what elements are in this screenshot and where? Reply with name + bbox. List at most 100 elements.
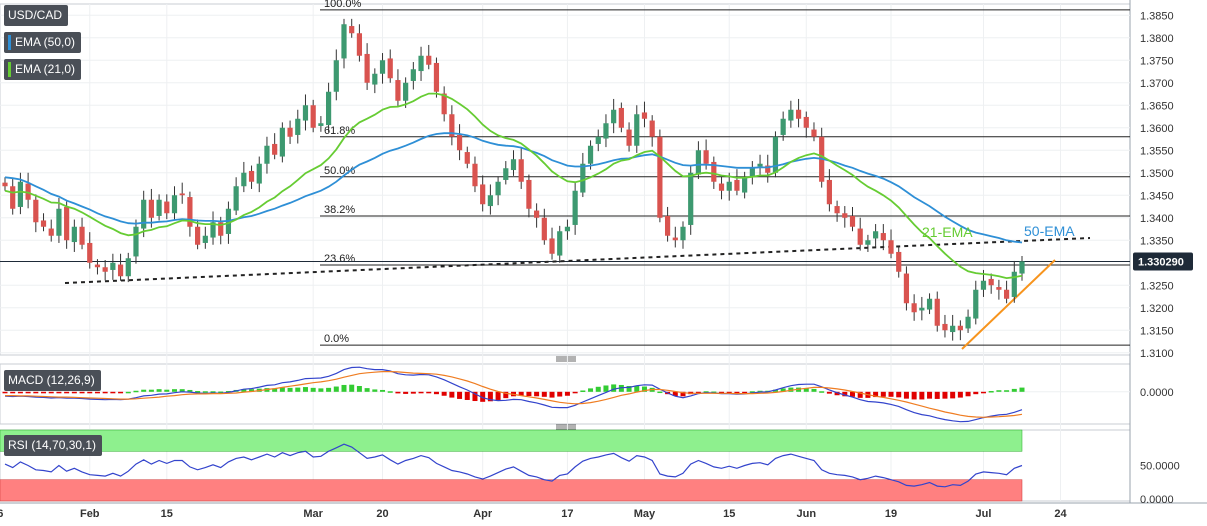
macd-hist-neg bbox=[102, 391, 108, 394]
macd-hist-neg bbox=[10, 391, 16, 394]
macd-hist-pos bbox=[1004, 390, 1010, 392]
macd-hist-neg bbox=[426, 391, 432, 394]
macd-hist-neg bbox=[33, 391, 39, 394]
candle-up bbox=[495, 181, 501, 196]
macd-hist-neg bbox=[2, 391, 8, 394]
candle-up bbox=[757, 163, 763, 167]
x-tick-label: Jul bbox=[976, 508, 992, 520]
macd-hist-pos bbox=[187, 389, 193, 392]
candle-down bbox=[148, 199, 154, 218]
macd-hist-pos bbox=[179, 389, 185, 392]
macd-hist-neg bbox=[433, 391, 439, 395]
y-tick-label: 1.3700 bbox=[1140, 78, 1174, 90]
macd-hist-neg bbox=[888, 391, 894, 397]
rsi-y-tick: 50.0000 bbox=[1140, 461, 1180, 473]
y-tick-label: 1.3550 bbox=[1140, 145, 1174, 157]
macd-hist-pos bbox=[326, 387, 332, 392]
macd-hist-neg bbox=[526, 391, 532, 397]
x-tick-label: May bbox=[634, 508, 656, 520]
macd-hist-neg bbox=[850, 391, 855, 397]
macd-hist-neg bbox=[403, 391, 409, 394]
candle-down bbox=[957, 325, 963, 331]
candle-down bbox=[433, 62, 440, 92]
y-tick-label: 1.3750 bbox=[1140, 55, 1174, 67]
macd-hist-pos bbox=[218, 391, 224, 394]
y-tick-label: 1.3400 bbox=[1140, 213, 1174, 225]
macd-line bbox=[4, 366, 1023, 423]
macd-hist-pos bbox=[225, 391, 231, 393]
macd-hist-neg bbox=[873, 391, 879, 398]
y-tick-label: 1.3150 bbox=[1140, 325, 1174, 337]
candle-up bbox=[17, 181, 24, 207]
candle-up bbox=[680, 226, 686, 241]
macd-hist-pos bbox=[125, 391, 131, 394]
ema21-annotation: 21-EMA bbox=[922, 224, 973, 240]
macd-y-tick: 0.0000 bbox=[1140, 387, 1174, 399]
macd-hist-neg bbox=[503, 391, 509, 399]
legend-rsi[interactable]: RSI (14,70,30,1) bbox=[4, 435, 103, 456]
candle-up bbox=[171, 195, 178, 214]
x-tick-label: 17 bbox=[561, 508, 573, 520]
candle-down bbox=[711, 161, 717, 182]
ema50-swatch-icon bbox=[8, 35, 11, 50]
candle-up bbox=[141, 199, 147, 229]
candle-down bbox=[649, 120, 655, 137]
candle-down bbox=[703, 150, 709, 164]
macd-hist-neg bbox=[857, 391, 863, 398]
macd-hist-pos bbox=[641, 386, 647, 392]
legend-ema50[interactable]: EMA (50,0) bbox=[4, 32, 82, 53]
candle-up bbox=[241, 172, 247, 187]
legend-macd[interactable]: MACD (12,26,9) bbox=[4, 370, 101, 391]
legend-ema21[interactable]: EMA (21,0) bbox=[4, 59, 82, 80]
macd-hist-pos bbox=[626, 386, 632, 392]
ema21-swatch-icon bbox=[8, 62, 11, 77]
candle-up bbox=[418, 55, 424, 72]
macd-hist-neg bbox=[518, 391, 524, 396]
ema50-line bbox=[4, 132, 1023, 244]
macd-hist-pos bbox=[202, 391, 208, 393]
macd-hist-neg bbox=[87, 391, 93, 394]
macd-hist-neg bbox=[25, 391, 31, 394]
candle-down bbox=[218, 222, 224, 236]
x-tick-label: Mar bbox=[303, 508, 323, 520]
macd-hist-neg bbox=[17, 391, 23, 394]
candle-down bbox=[102, 267, 108, 272]
candle-up bbox=[1019, 261, 1025, 274]
macd-hist-neg bbox=[919, 391, 925, 400]
macd-hist-neg bbox=[564, 391, 570, 396]
candle-up bbox=[726, 181, 732, 191]
macd-hist-neg bbox=[826, 391, 832, 394]
candle-up bbox=[603, 123, 609, 139]
legend-symbol[interactable]: USD/CAD bbox=[4, 5, 69, 26]
signal-line bbox=[5, 371, 1023, 418]
candle-down bbox=[549, 238, 555, 254]
candle-up bbox=[295, 118, 301, 135]
rsi-oversold-zone bbox=[0, 479, 1023, 502]
macd-hist-pos bbox=[811, 388, 817, 392]
macd-hist-pos bbox=[156, 389, 162, 392]
candle-down bbox=[179, 193, 185, 196]
candle-down bbox=[795, 109, 802, 119]
candle-down bbox=[803, 116, 809, 128]
candle-down bbox=[942, 323, 948, 331]
candle-down bbox=[811, 129, 817, 137]
macd-hist-neg bbox=[734, 391, 740, 394]
macd-hist-neg bbox=[418, 391, 424, 394]
candle-down bbox=[25, 183, 31, 200]
macd-hist-neg bbox=[64, 391, 70, 394]
candle-down bbox=[310, 105, 316, 128]
candle-down bbox=[826, 179, 832, 205]
candle-up bbox=[873, 231, 879, 239]
candle-up bbox=[950, 325, 956, 333]
y-tick-label: 1.3500 bbox=[1140, 168, 1174, 180]
y-tick-label: 1.3100 bbox=[1140, 348, 1174, 360]
candle-down bbox=[387, 58, 393, 79]
candle-up bbox=[133, 226, 139, 257]
candle-up bbox=[965, 316, 971, 329]
candle-up bbox=[980, 280, 987, 290]
candle-up bbox=[788, 109, 794, 121]
candle-up bbox=[695, 150, 702, 175]
legend-rsi-label: RSI (14,70,30,1) bbox=[8, 438, 97, 452]
x-tick-label: Jun bbox=[796, 508, 816, 520]
macd-hist-neg bbox=[472, 391, 478, 402]
